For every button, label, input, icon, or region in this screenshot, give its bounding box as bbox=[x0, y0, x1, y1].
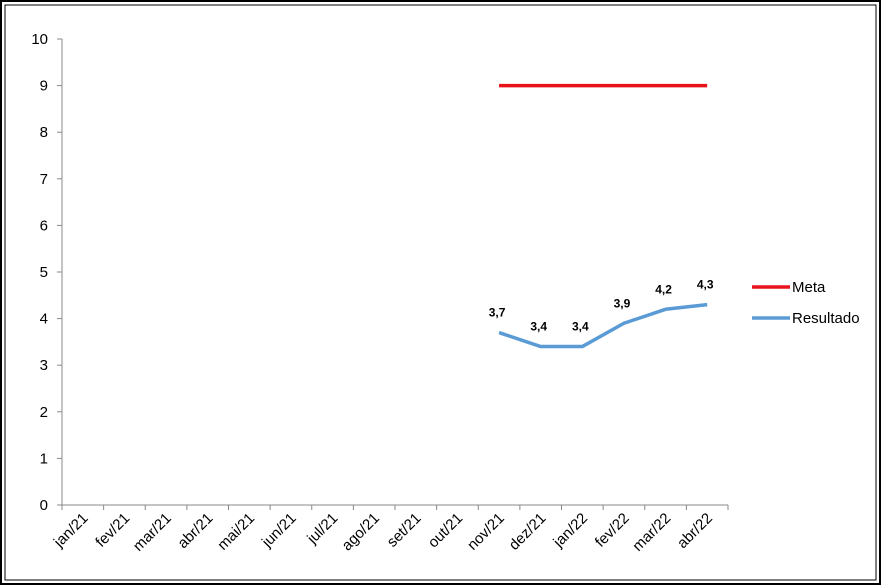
y-tick-label: 0 bbox=[40, 497, 48, 514]
y-tick-label: 10 bbox=[31, 31, 48, 48]
y-tick-label: 4 bbox=[40, 311, 48, 328]
data-label: 3,4 bbox=[530, 320, 547, 334]
legend-label: Meta bbox=[792, 279, 826, 296]
series-line bbox=[498, 302, 708, 349]
data-label: 4,3 bbox=[697, 278, 714, 292]
y-tick-label: 7 bbox=[40, 171, 48, 188]
y-tick-label: 5 bbox=[40, 264, 48, 281]
y-tick-label: 8 bbox=[40, 124, 48, 141]
data-label: 3,7 bbox=[489, 306, 506, 320]
y-tick-label: 9 bbox=[40, 78, 48, 95]
y-tick-label: 1 bbox=[40, 450, 48, 467]
legend-label: Resultado bbox=[792, 310, 860, 327]
data-label: 3,9 bbox=[614, 296, 631, 310]
y-tick-label: 6 bbox=[40, 217, 48, 234]
data-label: 3,4 bbox=[572, 320, 589, 334]
y-tick-label: 3 bbox=[40, 357, 48, 374]
data-label: 4,2 bbox=[655, 282, 672, 296]
inner-frame bbox=[4, 4, 877, 581]
y-tick-label: 2 bbox=[40, 404, 48, 421]
